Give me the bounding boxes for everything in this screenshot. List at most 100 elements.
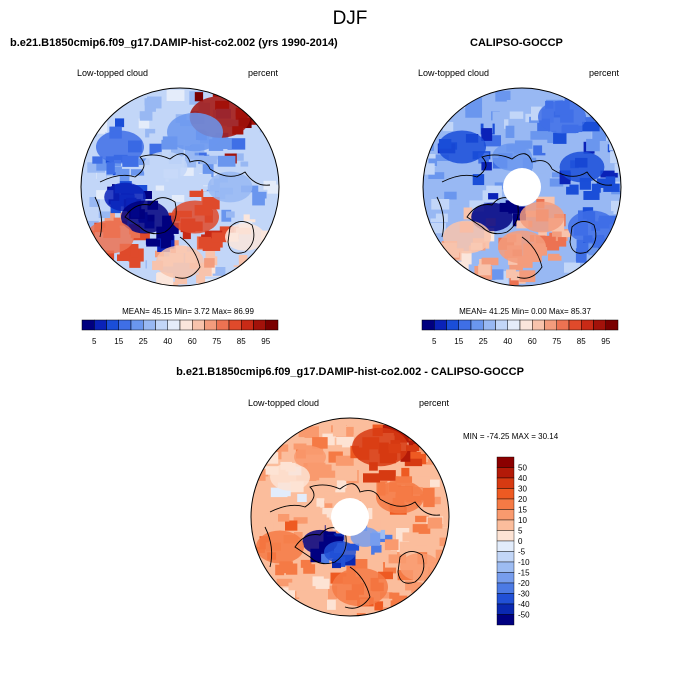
cbar3-tick-label: 50 bbox=[518, 464, 527, 473]
map2-cell bbox=[599, 125, 613, 133]
map1-cell bbox=[184, 159, 197, 168]
map2-coastline bbox=[436, 196, 445, 238]
cbar3-swatch bbox=[496, 551, 515, 563]
map3-cell bbox=[252, 581, 263, 590]
map3-cell bbox=[265, 598, 282, 606]
cbar3-swatch bbox=[496, 593, 515, 605]
map3-cell bbox=[449, 500, 464, 512]
map1-cell bbox=[168, 99, 186, 110]
map2-cell bbox=[605, 119, 621, 127]
map3-cell bbox=[285, 520, 298, 531]
cbar3-tick-label: -10 bbox=[518, 558, 530, 567]
map3-anomaly-region bbox=[324, 541, 356, 563]
map1-cell bbox=[258, 101, 269, 114]
map2-cell bbox=[602, 257, 614, 268]
map1-cell bbox=[202, 163, 214, 178]
map3-cell bbox=[356, 613, 366, 616]
map1-coastline bbox=[209, 168, 271, 186]
map3-cell bbox=[369, 462, 378, 471]
cbar3-tick-label: 15 bbox=[518, 506, 527, 515]
map1-cell bbox=[182, 231, 191, 240]
map2-cell bbox=[593, 264, 605, 276]
map1-cell bbox=[98, 205, 111, 219]
map1-anomaly-region bbox=[142, 151, 188, 183]
map3-cell bbox=[401, 467, 410, 477]
map2-cell bbox=[427, 256, 441, 269]
map3-cell bbox=[432, 611, 443, 616]
map2-cell bbox=[514, 140, 533, 149]
map1-boundary bbox=[80, 87, 280, 287]
cbar1-swatch bbox=[241, 319, 254, 331]
map2-coastline bbox=[441, 153, 553, 183]
map2-cell bbox=[469, 278, 485, 286]
map2-cell bbox=[583, 191, 600, 200]
map1-cell bbox=[227, 138, 246, 150]
map1-cell bbox=[106, 88, 115, 95]
map2-cell bbox=[481, 257, 499, 266]
map3-cell bbox=[412, 524, 431, 534]
map1-cell bbox=[149, 133, 163, 140]
map1-cell bbox=[232, 88, 247, 95]
map2-cell bbox=[519, 270, 536, 283]
map2-cell bbox=[426, 102, 442, 113]
cbar2-tick-label: 85 bbox=[577, 337, 586, 346]
map1-anomaly-region bbox=[207, 171, 253, 203]
cbar1-tick-label: 25 bbox=[139, 337, 148, 346]
map3-cell bbox=[280, 444, 289, 452]
map3-cell bbox=[344, 467, 358, 481]
map1-cell bbox=[259, 263, 275, 276]
map1-cell bbox=[280, 268, 298, 279]
map2-cell bbox=[486, 269, 504, 280]
map3-cell bbox=[382, 607, 398, 614]
map2-cell bbox=[430, 243, 441, 253]
map1-anomaly-region bbox=[171, 200, 219, 234]
map1-coastline bbox=[227, 221, 255, 254]
map3-cell bbox=[423, 498, 435, 508]
panel1-stats: MEAN= 45.15 Min= 3.72 Max= 86.99 bbox=[122, 307, 254, 316]
map1-cell bbox=[148, 177, 166, 186]
map3-cell bbox=[335, 455, 354, 466]
map2-cell bbox=[441, 248, 460, 258]
map3-cell bbox=[257, 420, 270, 427]
map3-cell bbox=[439, 441, 449, 454]
map1-cell bbox=[87, 162, 106, 173]
map2-cell bbox=[593, 97, 611, 108]
map2-cell bbox=[472, 174, 485, 186]
cbar1-swatch bbox=[216, 319, 230, 331]
map2-cell bbox=[597, 250, 608, 264]
map3-cell bbox=[307, 462, 326, 474]
map2-cell bbox=[621, 150, 639, 164]
map3-cell bbox=[332, 558, 342, 569]
map3-cell bbox=[405, 580, 418, 591]
map3-cell bbox=[340, 617, 349, 630]
map1-cell bbox=[265, 100, 279, 111]
cbar3-swatch bbox=[496, 477, 515, 489]
map3-cell bbox=[257, 591, 269, 601]
map2-cell bbox=[481, 128, 493, 141]
map1-cell bbox=[270, 275, 279, 286]
map1-coastline bbox=[124, 197, 177, 235]
cbar2-tick-label: 75 bbox=[552, 337, 561, 346]
map1-anomaly-region bbox=[156, 245, 204, 279]
map1-cell bbox=[82, 237, 96, 247]
cbar1-swatch bbox=[130, 319, 144, 331]
map3-cell bbox=[389, 592, 400, 599]
map3-cell bbox=[437, 527, 449, 539]
map2-cell bbox=[579, 177, 591, 190]
map3-cell bbox=[265, 452, 279, 464]
map1-cell bbox=[265, 99, 278, 107]
map1-cell bbox=[113, 217, 128, 226]
map2-cell bbox=[505, 125, 515, 138]
map1-cell bbox=[106, 175, 120, 185]
map3-cell bbox=[404, 458, 423, 467]
map1-cell bbox=[265, 263, 279, 273]
map3-cell bbox=[304, 471, 317, 482]
map2-cell bbox=[423, 254, 441, 267]
map1-anomaly-region bbox=[86, 220, 134, 254]
map1-cell bbox=[88, 266, 101, 274]
map1-cell bbox=[270, 247, 279, 259]
map3-cell bbox=[435, 603, 449, 616]
map3-cell bbox=[388, 554, 407, 564]
map2-cell bbox=[583, 268, 597, 280]
panel2-variable-label: Low-topped cloud bbox=[418, 68, 490, 78]
